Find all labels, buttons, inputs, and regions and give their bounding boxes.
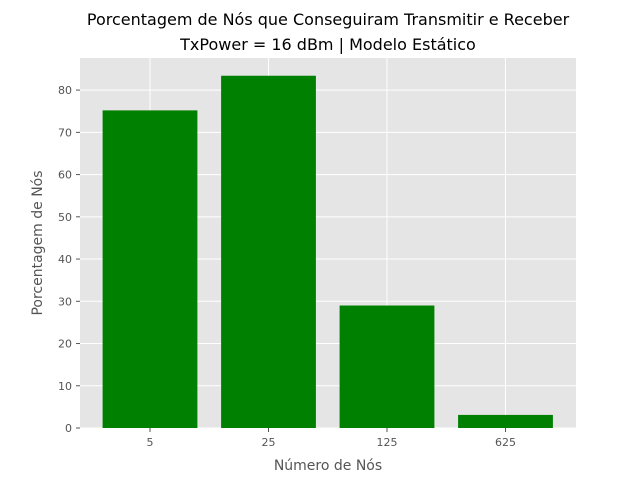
x-tick-labels: 5 25 125 625 <box>147 428 516 449</box>
y-tick-label: 10 <box>58 380 72 393</box>
bar-25 <box>221 75 316 429</box>
x-tick-label: 25 <box>262 436 276 449</box>
y-tick-label: 80 <box>58 84 72 97</box>
y-tick-label: 60 <box>58 169 72 182</box>
x-tick-label: 5 <box>147 436 154 449</box>
y-tick-label: 0 <box>65 422 72 435</box>
bars <box>102 75 553 429</box>
x-axis-label: Número de Nós <box>274 458 382 474</box>
y-axis-label: Porcentagem de Nós <box>30 170 46 315</box>
y-tick-label: 70 <box>58 126 72 139</box>
bar-125 <box>339 305 435 428</box>
y-tick-label: 20 <box>58 338 72 351</box>
bar-5 <box>102 110 198 429</box>
y-tick-label: 50 <box>58 211 72 224</box>
x-tick-label: 625 <box>495 436 516 449</box>
bar-625 <box>458 414 553 428</box>
y-tick-label: 40 <box>58 253 72 266</box>
chart-title: Porcentagem de Nós que Conseguiram Trans… <box>87 10 570 29</box>
y-tick-label: 30 <box>58 295 72 308</box>
y-tick-labels: 0 10 20 30 40 50 60 70 80 <box>58 84 80 435</box>
chart-subtitle: TxPower = 16 dBm | Modelo Estático <box>179 35 476 54</box>
x-tick-label: 125 <box>377 436 398 449</box>
